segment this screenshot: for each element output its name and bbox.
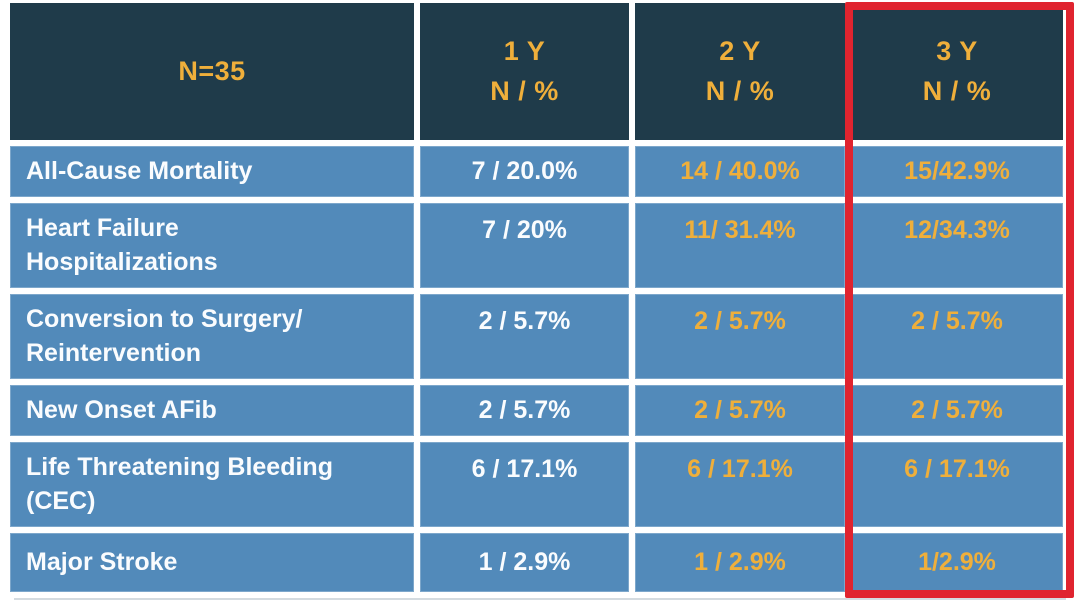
value-afib-1y: 2 / 5.7% [420, 385, 629, 436]
row-label-conversion-to-surgery: Conversion to Surgery/ Reintervention [10, 294, 414, 379]
value-all-cause-mortality-1y: 7 / 20.0% [420, 146, 629, 197]
value-conversion-1y: 2 / 5.7% [420, 294, 629, 379]
header-cell-2y: 2 Y N / % [635, 3, 845, 140]
value-major-stroke-3y: 1/2.9% [851, 533, 1063, 592]
value-all-cause-mortality-3y: 15/42.9% [851, 146, 1063, 197]
value-major-stroke-1y: 1 / 2.9% [420, 533, 629, 592]
outcomes-table: N=35 1 Y N / % 2 Y N / % 3 Y N / % All-C… [10, 3, 1063, 592]
table-bottom-shadow-line [14, 598, 1066, 600]
value-conversion-3y: 2 / 5.7% [851, 294, 1063, 379]
value-heart-failure-1y: 7 / 20% [420, 203, 629, 288]
value-heart-failure-2y: 11/ 31.4% [635, 203, 845, 288]
header-cell-1y: 1 Y N / % [420, 3, 629, 140]
value-heart-failure-3y: 12/34.3% [851, 203, 1063, 288]
value-bleeding-1y: 6 / 17.1% [420, 442, 629, 527]
header-cell-n35: N=35 [10, 3, 414, 140]
value-all-cause-mortality-2y: 14 / 40.0% [635, 146, 845, 197]
row-label-heart-failure-hospitalizations: Heart Failure Hospitalizations [10, 203, 414, 288]
value-bleeding-3y: 6 / 17.1% [851, 442, 1063, 527]
row-label-new-onset-afib: New Onset AFib [10, 385, 414, 436]
header-cell-3y: 3 Y N / % [851, 3, 1063, 140]
value-afib-3y: 2 / 5.7% [851, 385, 1063, 436]
value-bleeding-2y: 6 / 17.1% [635, 442, 845, 527]
row-label-all-cause-mortality: All-Cause Mortality [10, 146, 414, 197]
value-afib-2y: 2 / 5.7% [635, 385, 845, 436]
row-label-life-threatening-bleeding: Life Threatening Bleeding (CEC) [10, 442, 414, 527]
value-major-stroke-2y: 1 / 2.9% [635, 533, 845, 592]
value-conversion-2y: 2 / 5.7% [635, 294, 845, 379]
row-label-major-stroke: Major Stroke [10, 533, 414, 592]
